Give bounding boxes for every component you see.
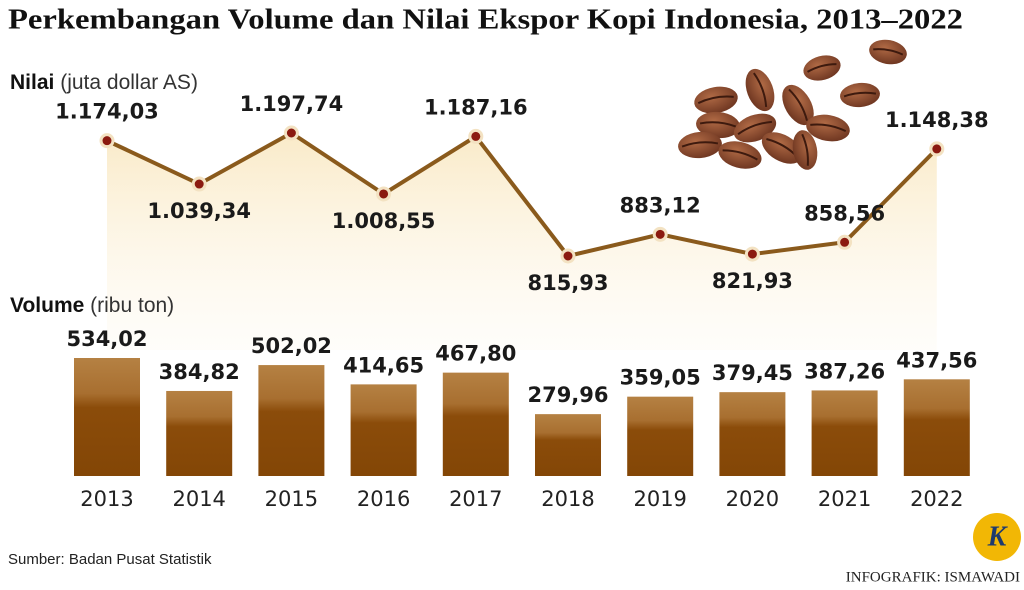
bar <box>719 392 786 476</box>
point <box>560 248 576 264</box>
value-label: 387,26 <box>804 359 885 383</box>
value-label: 1.174,03 <box>55 100 159 124</box>
value-label: 1.197,74 <box>240 92 344 116</box>
bar-axis-label: Volume (ribu ton) <box>10 294 174 317</box>
logo <box>973 513 1021 561</box>
bar <box>903 379 970 476</box>
x-tick-label: 2017 <box>449 487 502 511</box>
value-label: 437,56 <box>896 348 977 372</box>
label: Nilai <box>10 71 54 94</box>
source: Sumber: Badan Pusat Statistik <box>8 551 212 568</box>
x-tick-label: 2020 <box>726 487 779 511</box>
value-label: 858,56 <box>804 201 885 225</box>
value-label: 1.187,16 <box>424 95 528 119</box>
value-label: 883,12 <box>620 193 701 217</box>
value-label: 359,05 <box>620 366 701 390</box>
point <box>99 133 115 149</box>
bar <box>74 358 140 476</box>
value-label: 379,45 <box>712 361 793 385</box>
bar <box>258 365 325 476</box>
value-label: 1.148,38 <box>885 108 989 132</box>
bar <box>811 390 878 476</box>
line-axis-label: Nilai (juta dollar AS) <box>10 71 198 94</box>
point <box>837 234 853 250</box>
value-label: 1.008,55 <box>332 209 436 233</box>
credit: INFOGRAFIK: ISMAWADI <box>846 569 1020 585</box>
point <box>929 141 945 157</box>
logo-text: K <box>987 521 1009 552</box>
value-label: 414,65 <box>343 353 424 377</box>
value-label: 502,02 <box>251 334 332 358</box>
value-label: 1.039,34 <box>147 199 251 223</box>
unit: (juta dollar AS) <box>60 71 198 94</box>
point <box>191 176 207 192</box>
x-tick-label: 2013 <box>80 487 133 511</box>
value-label: 467,80 <box>435 342 516 366</box>
x-tick-label: 2022 <box>910 487 963 511</box>
value-label: 815,93 <box>527 271 608 295</box>
title: Perkembangan Volume dan Nilai Ekspor Kop… <box>8 4 963 36</box>
unit: (ribu ton) <box>90 294 174 317</box>
point <box>744 246 760 262</box>
bar <box>442 372 509 476</box>
x-tick-label: 2019 <box>633 487 686 511</box>
bar <box>627 396 694 476</box>
bar <box>535 414 601 476</box>
x-tick-label: 2015 <box>265 487 318 511</box>
value-label: 384,82 <box>159 360 240 384</box>
x-tick-label: 2016 <box>357 487 410 511</box>
value-label: 821,93 <box>712 269 793 293</box>
label: Volume <box>10 294 84 317</box>
point <box>652 226 668 242</box>
value-label: 279,96 <box>527 383 608 407</box>
coffee-beans <box>678 39 907 170</box>
point <box>468 128 484 144</box>
line <box>106 130 939 259</box>
value-label: 534,02 <box>66 327 147 351</box>
x-tick-label: 2018 <box>541 487 594 511</box>
x-tick-label: 2021 <box>818 487 871 511</box>
bar <box>166 390 233 476</box>
line-area <box>107 133 937 350</box>
bar <box>350 384 417 476</box>
point <box>376 186 392 202</box>
x-tick-label: 2014 <box>172 487 225 511</box>
point <box>283 125 299 141</box>
